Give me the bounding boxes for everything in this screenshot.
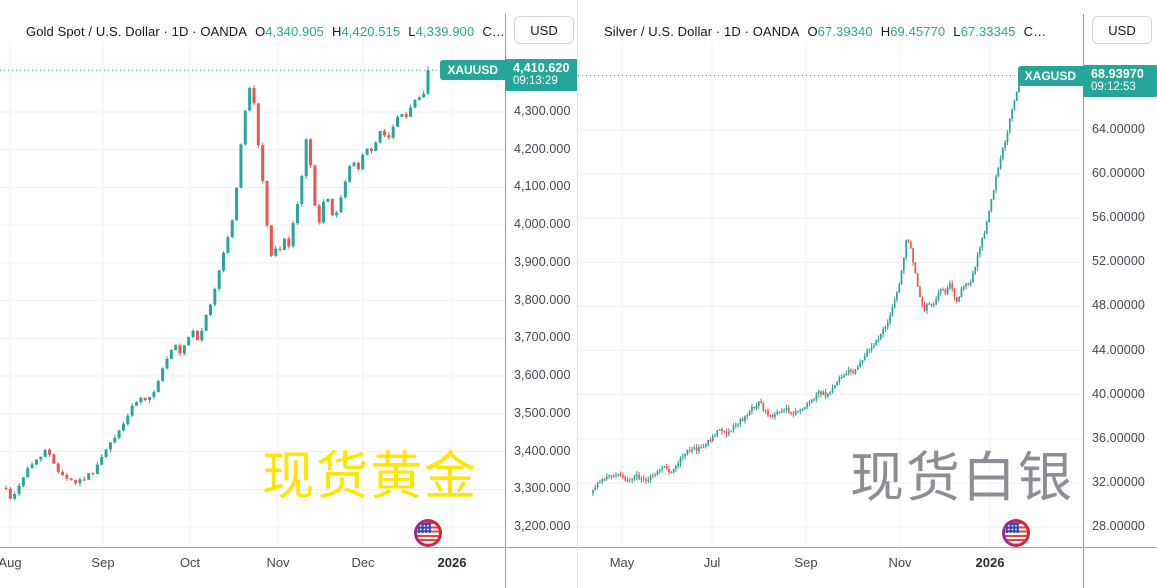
price-tick-label: 3,600.000	[514, 368, 571, 383]
low-label: L	[953, 24, 961, 39]
ohlc-readout: O67.39340 H69.45770 L67.33345 C…	[807, 24, 1046, 39]
open-value: 67.39340	[817, 24, 873, 39]
price-axis-border	[505, 14, 506, 588]
price-tick-label: 28.00000	[1092, 519, 1145, 533]
time-tick-label: Sep	[794, 555, 818, 570]
time-tick-label: Nov	[266, 555, 290, 570]
last-price-value: 68.93970	[1091, 66, 1144, 81]
open-label: O	[255, 24, 266, 39]
us-flag-icon	[1005, 522, 1027, 544]
currency-button[interactable]: USD	[1092, 16, 1152, 44]
chart-header: Silver / U.S. Dollar · 1D · OANDA O67.39…	[604, 24, 1046, 39]
brand-logo-icon	[414, 519, 442, 547]
last-price-value: 4,410.620	[513, 61, 570, 76]
price-tick-label: 56.00000	[1092, 210, 1145, 225]
silver-chart-widget: Silver / U.S. Dollar · 1D · OANDA O67.39…	[578, 0, 1157, 588]
price-tick-label: 64.00000	[1092, 122, 1145, 136]
high-value: 4,420.515	[341, 24, 401, 39]
price-tick-label: 4,100.000	[514, 179, 571, 194]
time-tick-label: May	[609, 555, 635, 570]
price-tick-label: 4,200.000	[514, 141, 571, 156]
symbol-price-label: XAGUSD	[1017, 65, 1083, 86]
time-tick-label: Aug	[0, 555, 22, 570]
last-price-badge: 68.93970 09:12:53	[1083, 64, 1157, 97]
price-tick-label: 40.00000	[1092, 386, 1145, 401]
time-axis-border	[578, 547, 1157, 548]
us-flag-icon	[417, 522, 439, 544]
price-tick-label: 3,700.000	[514, 330, 571, 345]
price-tick-label: 3,800.000	[514, 292, 571, 307]
open-value: 4,340.905	[265, 24, 325, 39]
candlestick-chart[interactable]	[578, 0, 1084, 548]
symbol-price-label: XAUUSD	[440, 60, 505, 81]
price-axis-border	[1083, 14, 1084, 588]
gold-chart-widget: Gold Spot / U.S. Dollar · 1D · OANDA O4,…	[0, 0, 577, 588]
open-label: O	[807, 24, 818, 39]
brand-logo-icon	[1002, 519, 1030, 547]
time-tick-label: 2026	[437, 555, 467, 570]
countdown-timer: 09:12:53	[1091, 80, 1136, 93]
high-label: H	[880, 24, 891, 39]
last-price-badge: 4,410.620 09:13:29	[505, 59, 577, 92]
low-value: 4,339.900	[415, 24, 475, 39]
close-label-truncated: C…	[482, 24, 505, 39]
time-tick-label: Oct	[179, 555, 201, 570]
price-tick-label: 52.00000	[1092, 254, 1145, 269]
price-tick-label: 36.00000	[1092, 430, 1145, 445]
price-tick-label: 3,500.000	[514, 405, 571, 420]
high-label: H	[332, 24, 342, 39]
high-value: 69.45770	[890, 24, 946, 39]
time-tick-label: Dec	[351, 555, 375, 570]
price-tick-label: 4,000.000	[514, 217, 571, 232]
time-tick-label: 2026	[975, 555, 1005, 570]
price-tick-label: 48.00000	[1092, 298, 1145, 313]
price-tick-label: 32.00000	[1092, 474, 1145, 489]
low-value: 67.33345	[960, 24, 1016, 39]
watermark-text: 现货黄金	[262, 448, 479, 506]
watermark-text: 现货白银	[850, 448, 1074, 508]
currency-button[interactable]: USD	[514, 16, 574, 44]
time-tick-label: Sep	[91, 555, 115, 570]
ohlc-readout: O4,340.905 H4,420.515 L4,339.900 C…	[255, 24, 505, 39]
price-tick-label: 3,900.000	[514, 254, 571, 269]
price-tick-label: 3,400.000	[514, 443, 571, 458]
widget-divider	[577, 0, 578, 588]
time-axis-border	[0, 547, 577, 548]
price-tick-label: 60.00000	[1092, 166, 1145, 181]
symbol-title[interactable]: Silver / U.S. Dollar · 1D · OANDA	[604, 24, 800, 39]
countdown-timer: 09:13:29	[513, 75, 558, 88]
candlestick-chart[interactable]	[0, 0, 506, 548]
price-tick-label: 4,300.000	[514, 104, 571, 118]
chart-header: Gold Spot / U.S. Dollar · 1D · OANDA O4,…	[26, 24, 505, 39]
time-tick-label: Jul	[703, 555, 721, 570]
symbol-title[interactable]: Gold Spot / U.S. Dollar · 1D · OANDA	[26, 24, 248, 39]
low-label: L	[408, 24, 416, 39]
price-tick-label: 3,200.000	[514, 519, 571, 533]
time-tick-label: Nov	[888, 555, 912, 570]
price-tick-label: 3,300.000	[514, 481, 571, 496]
close-label-truncated: C…	[1023, 24, 1047, 39]
price-tick-label: 44.00000	[1092, 342, 1145, 357]
